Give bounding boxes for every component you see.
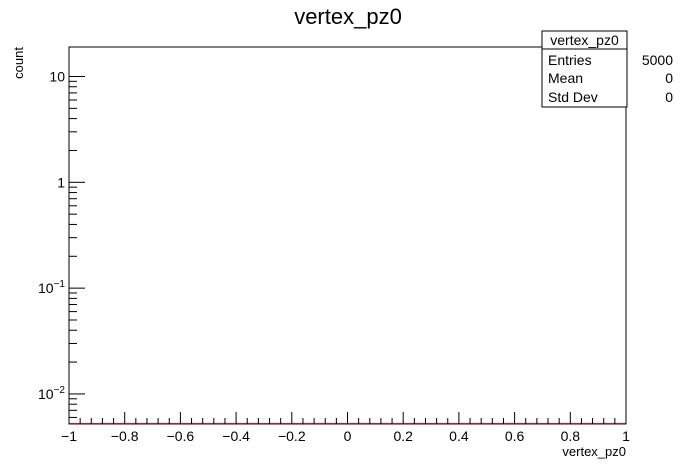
y-tick-label-exponent: −1	[54, 279, 66, 290]
x-tick-label: −1	[61, 428, 77, 444]
y-tick-label-base: 10	[38, 280, 54, 296]
y-axis-title: count	[11, 47, 26, 79]
y-tick-label: 1	[57, 174, 65, 190]
y-tick-label: 10−2	[38, 385, 65, 402]
y-tick-label-exponent: −2	[54, 385, 66, 396]
stats-box-frame	[541, 30, 628, 108]
x-axis-ticks: −1 −0.8 −0.6 −0.4 −0.2 0 0.2 0.4 0.6 0.8 1	[61, 412, 630, 444]
x-tick-label: −0.8	[111, 428, 139, 444]
x-tick-label: 1	[622, 428, 630, 444]
chart-title: vertex_pz0	[294, 4, 402, 29]
stats-stddev-label: Std Dev	[548, 89, 598, 105]
x-tick-label: 0.4	[449, 428, 469, 444]
stats-mean-label: Mean	[548, 70, 583, 86]
x-tick-label: −0.2	[278, 428, 306, 444]
y-tick-label-base: 10	[38, 386, 54, 402]
stats-entries-value: 5000	[642, 52, 673, 68]
x-axis-title: vertex_pz0	[562, 444, 626, 459]
y-tick-label-base: 10	[49, 68, 65, 84]
stats-stddev-value: 0	[665, 89, 673, 105]
x-tick-label: 0	[344, 428, 352, 444]
x-tick-label: 0.6	[505, 428, 525, 444]
y-tick-label: 10−1	[38, 279, 65, 296]
y-tick-label: 10	[49, 68, 65, 84]
x-tick-label: −0.6	[167, 428, 195, 444]
y-tick-label-base: 1	[57, 174, 65, 190]
x-tick-label: 0.2	[393, 428, 413, 444]
x-tick-label: −0.4	[222, 428, 250, 444]
stats-box: vertex_pz0 Entries 5000 Mean 0 Std Dev 0	[541, 30, 673, 108]
stats-mean-value: 0	[665, 70, 673, 86]
stats-entries-label: Entries	[548, 52, 592, 68]
x-tick-label: 0.8	[561, 428, 581, 444]
stats-box-title: vertex_pz0	[550, 32, 619, 48]
